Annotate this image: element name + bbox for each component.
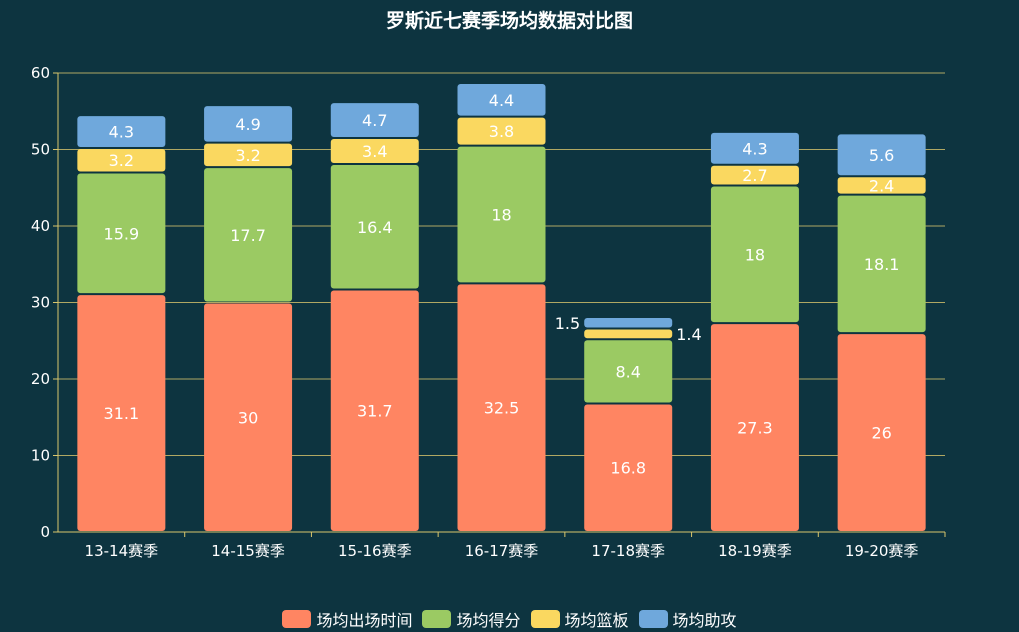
y-tick-label: 0 (40, 523, 50, 541)
y-tick-label: 10 (31, 447, 50, 465)
data-label: 4.4 (489, 91, 514, 110)
data-label: 8.4 (615, 362, 640, 381)
bar-segment (457, 83, 546, 116)
x-tick-label: 18-19赛季 (718, 542, 792, 560)
legend-swatch (422, 610, 452, 628)
y-tick-label: 30 (31, 294, 50, 312)
data-label: 18 (491, 206, 511, 225)
data-label: 1.4 (676, 325, 701, 344)
legend-item[interactable]: 场均得分 (422, 607, 521, 631)
legend: 场均出场时间 场均得分 场均篮板 场均助攻 (0, 607, 1019, 631)
data-label: 32.5 (484, 399, 520, 418)
bar-segment (77, 148, 166, 172)
data-label: 5.6 (869, 146, 894, 165)
data-label: 2.4 (869, 176, 894, 195)
bar-segment (77, 295, 166, 531)
data-label: 26 (871, 424, 891, 443)
legend-item[interactable]: 场均出场时间 (282, 607, 412, 631)
legend-swatch (530, 610, 560, 628)
legend-label: 场均助攻 (672, 611, 737, 630)
legend-item[interactable]: 场均助攻 (638, 607, 737, 631)
data-label: 31.7 (357, 402, 393, 421)
legend-label: 场均出场时间 (316, 611, 413, 630)
bar-segment (710, 324, 799, 531)
bar-segment (457, 284, 546, 531)
bar-segment (204, 168, 293, 302)
bar-segment (710, 132, 799, 164)
bar-segment (710, 165, 799, 185)
bar-segment (837, 334, 926, 531)
data-label: 3.8 (489, 122, 514, 141)
data-label: 16.8 (610, 459, 646, 478)
bar-segment (77, 116, 166, 147)
data-label: 16.4 (357, 218, 393, 237)
data-label: 3.2 (235, 146, 260, 165)
bar-segment (837, 195, 926, 333)
data-label: 1.5 (555, 314, 580, 333)
legend-swatch (282, 610, 312, 628)
y-tick-label: 40 (31, 217, 50, 235)
bar-segment (204, 143, 293, 167)
bar-segment (837, 177, 926, 194)
data-label: 31.1 (104, 404, 140, 423)
y-tick-label: 60 (31, 64, 50, 82)
data-label: 3.2 (109, 151, 134, 170)
data-label: 4.9 (235, 115, 260, 134)
data-label: 4.3 (109, 123, 134, 142)
data-label: 4.3 (742, 139, 767, 158)
data-label: 2.7 (742, 166, 767, 185)
legend-label: 场均得分 (456, 611, 521, 630)
x-tick-label: 14-15赛季 (211, 542, 285, 560)
bar-segment (330, 165, 419, 289)
bar-segment (77, 173, 166, 294)
data-label: 4.7 (362, 111, 387, 130)
y-tick-label: 20 (31, 370, 50, 388)
x-tick-label: 13-14赛季 (85, 542, 159, 560)
chart-title: 罗斯近七赛季场均数据对比图 (385, 10, 633, 32)
data-label: 18.1 (864, 255, 900, 274)
bar-segment (584, 340, 673, 403)
data-label: 18 (745, 245, 765, 264)
legend-label: 场均篮板 (564, 611, 629, 630)
x-tick-label: 16-17赛季 (465, 542, 539, 560)
bar-segment (204, 106, 293, 142)
data-label: 15.9 (104, 224, 140, 243)
data-label: 17.7 (230, 226, 266, 245)
bar-segment (584, 318, 673, 328)
x-tick-label: 15-16赛季 (338, 542, 412, 560)
y-tick-label: 50 (31, 141, 50, 159)
data-label: 3.4 (362, 142, 387, 161)
bar-segment (457, 117, 546, 145)
data-label: 30 (238, 408, 258, 427)
bar-segment (204, 303, 293, 531)
legend-swatch (638, 610, 668, 628)
x-tick-label: 17-18赛季 (591, 542, 665, 560)
bar-segment (457, 146, 546, 283)
bar-segment (330, 139, 419, 164)
bar-segment (837, 134, 926, 176)
data-label: 27.3 (737, 419, 773, 438)
bar-segment (330, 290, 419, 531)
legend-item[interactable]: 场均篮板 (530, 607, 629, 631)
bar-segment (330, 103, 419, 138)
bar-segment (584, 329, 673, 339)
bar-segment (710, 186, 799, 323)
x-tick-label: 19-20赛季 (845, 542, 919, 560)
bar-segment (584, 404, 673, 531)
